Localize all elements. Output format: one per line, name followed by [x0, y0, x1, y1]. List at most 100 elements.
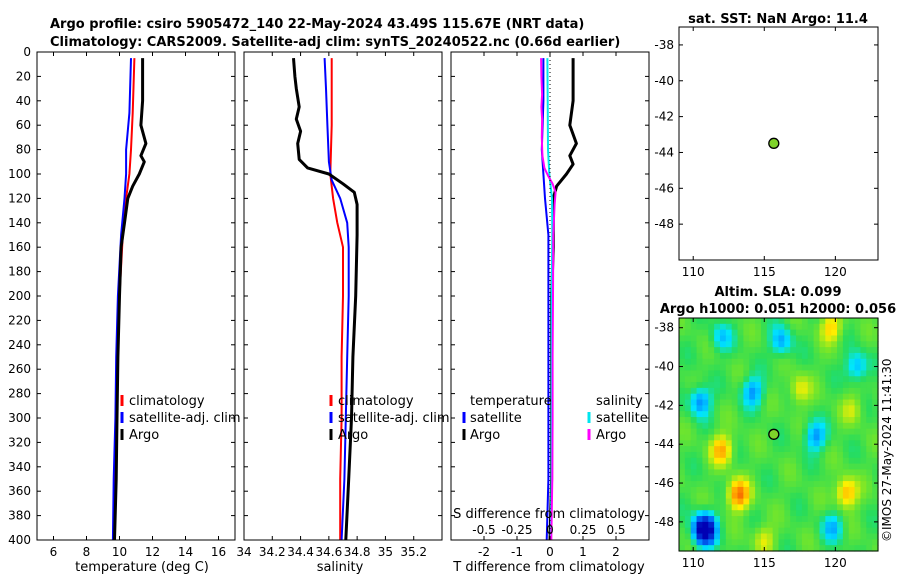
sla-cell	[866, 498, 873, 505]
sla-cell	[749, 492, 756, 500]
sla-cell	[848, 422, 856, 430]
sla-cell	[784, 428, 791, 436]
sla-cell	[866, 370, 873, 377]
sla-cell	[743, 457, 750, 465]
sla-cell	[725, 417, 733, 424]
sla-cell	[731, 486, 739, 494]
x-tick-label: 14	[178, 545, 193, 559]
sla-cell	[819, 335, 826, 342]
sla-cell	[702, 382, 709, 389]
sla-cell	[766, 527, 774, 535]
s-x-tick-label: 0.25	[570, 523, 597, 537]
sla-cell	[702, 504, 709, 511]
sla-cell	[784, 527, 791, 535]
sla-cell	[708, 376, 715, 383]
sst-map-panel: 110 115 120 -38 -40 -42 -44 -46 -48	[654, 26, 879, 279]
sla-cell	[790, 428, 797, 436]
sla-cell	[684, 481, 692, 488]
sla-cell	[690, 318, 698, 325]
sla-cell	[766, 492, 774, 500]
sla-cell	[737, 504, 744, 511]
sla-cell	[801, 422, 809, 430]
sla-cell	[737, 376, 744, 383]
map-frame	[678, 26, 879, 261]
sla-cell	[749, 335, 756, 342]
sla-cell	[755, 376, 762, 383]
sla-cell	[831, 364, 838, 372]
y-tick-label: 220	[8, 313, 31, 327]
sla-cell	[801, 527, 809, 535]
sla-cell	[696, 341, 704, 348]
sla-cell	[702, 486, 709, 494]
sla-cell	[719, 434, 727, 441]
sla-cell	[725, 510, 733, 517]
sla-cell	[837, 451, 844, 459]
sla-cell	[848, 417, 856, 424]
sla-cell	[819, 498, 826, 505]
sla-cell	[714, 486, 721, 494]
sla-cell	[860, 376, 867, 383]
sla-cell	[749, 341, 756, 348]
series-line-argo	[113, 58, 148, 541]
plot-frame	[450, 51, 650, 541]
sla-cell	[819, 387, 826, 395]
sla-cell	[842, 335, 850, 342]
sla-cell	[743, 475, 750, 482]
sla-cell	[702, 405, 709, 412]
sla-cell	[690, 352, 698, 360]
sla-cell	[848, 370, 856, 377]
sla-cell	[866, 382, 873, 389]
sla-cell	[778, 387, 785, 395]
sla-cell	[790, 481, 797, 488]
sla-cell	[790, 492, 797, 500]
sla-cell	[790, 516, 797, 523]
sla-cell	[860, 516, 867, 523]
sla-cell	[784, 504, 791, 511]
sla-cell	[749, 463, 756, 471]
s-x-tick-label: -0.5	[472, 523, 495, 537]
sla-cell	[766, 422, 774, 430]
sla-cell	[772, 399, 780, 406]
sla-cell	[778, 323, 785, 331]
sla-cell	[813, 463, 821, 471]
sla-cell	[819, 533, 826, 540]
sla-cell	[725, 533, 733, 540]
sla-cell	[842, 533, 850, 540]
sla-cell	[684, 347, 692, 354]
sla-cell	[790, 539, 797, 546]
sla-cell	[696, 318, 704, 325]
sla-cell	[679, 358, 686, 366]
sla-cell	[796, 422, 803, 430]
sla-cell	[696, 347, 704, 354]
sla-cell	[714, 527, 721, 535]
sla-cell	[714, 481, 721, 488]
sla-cell	[807, 516, 815, 523]
sla-cell	[743, 347, 750, 354]
sla-cell	[842, 347, 850, 354]
sla-cell	[848, 521, 856, 529]
sla-cell	[796, 498, 803, 505]
sla-cell	[807, 387, 815, 395]
sla-cell	[725, 358, 733, 366]
sla-cell	[749, 387, 756, 395]
sla-cell	[854, 376, 862, 383]
sla-cell	[848, 481, 856, 488]
sla-cell	[796, 481, 803, 488]
sla-cell	[690, 399, 698, 406]
sla-cell	[842, 329, 850, 337]
sla-cell	[725, 457, 733, 465]
sla-cell	[813, 364, 821, 372]
sla-cell	[842, 411, 850, 418]
sla-cell	[801, 434, 809, 441]
sla-cell	[696, 405, 704, 412]
sla-cell	[842, 417, 850, 424]
sla-cell	[872, 376, 879, 383]
sla-cell	[860, 539, 867, 546]
sla-cell	[790, 498, 797, 505]
sla-cell	[796, 358, 803, 366]
sla-cell	[696, 451, 704, 459]
sla-cell	[801, 440, 809, 447]
sla-cell	[819, 352, 826, 360]
sla-cell	[807, 457, 815, 465]
sla-cell	[831, 422, 838, 430]
